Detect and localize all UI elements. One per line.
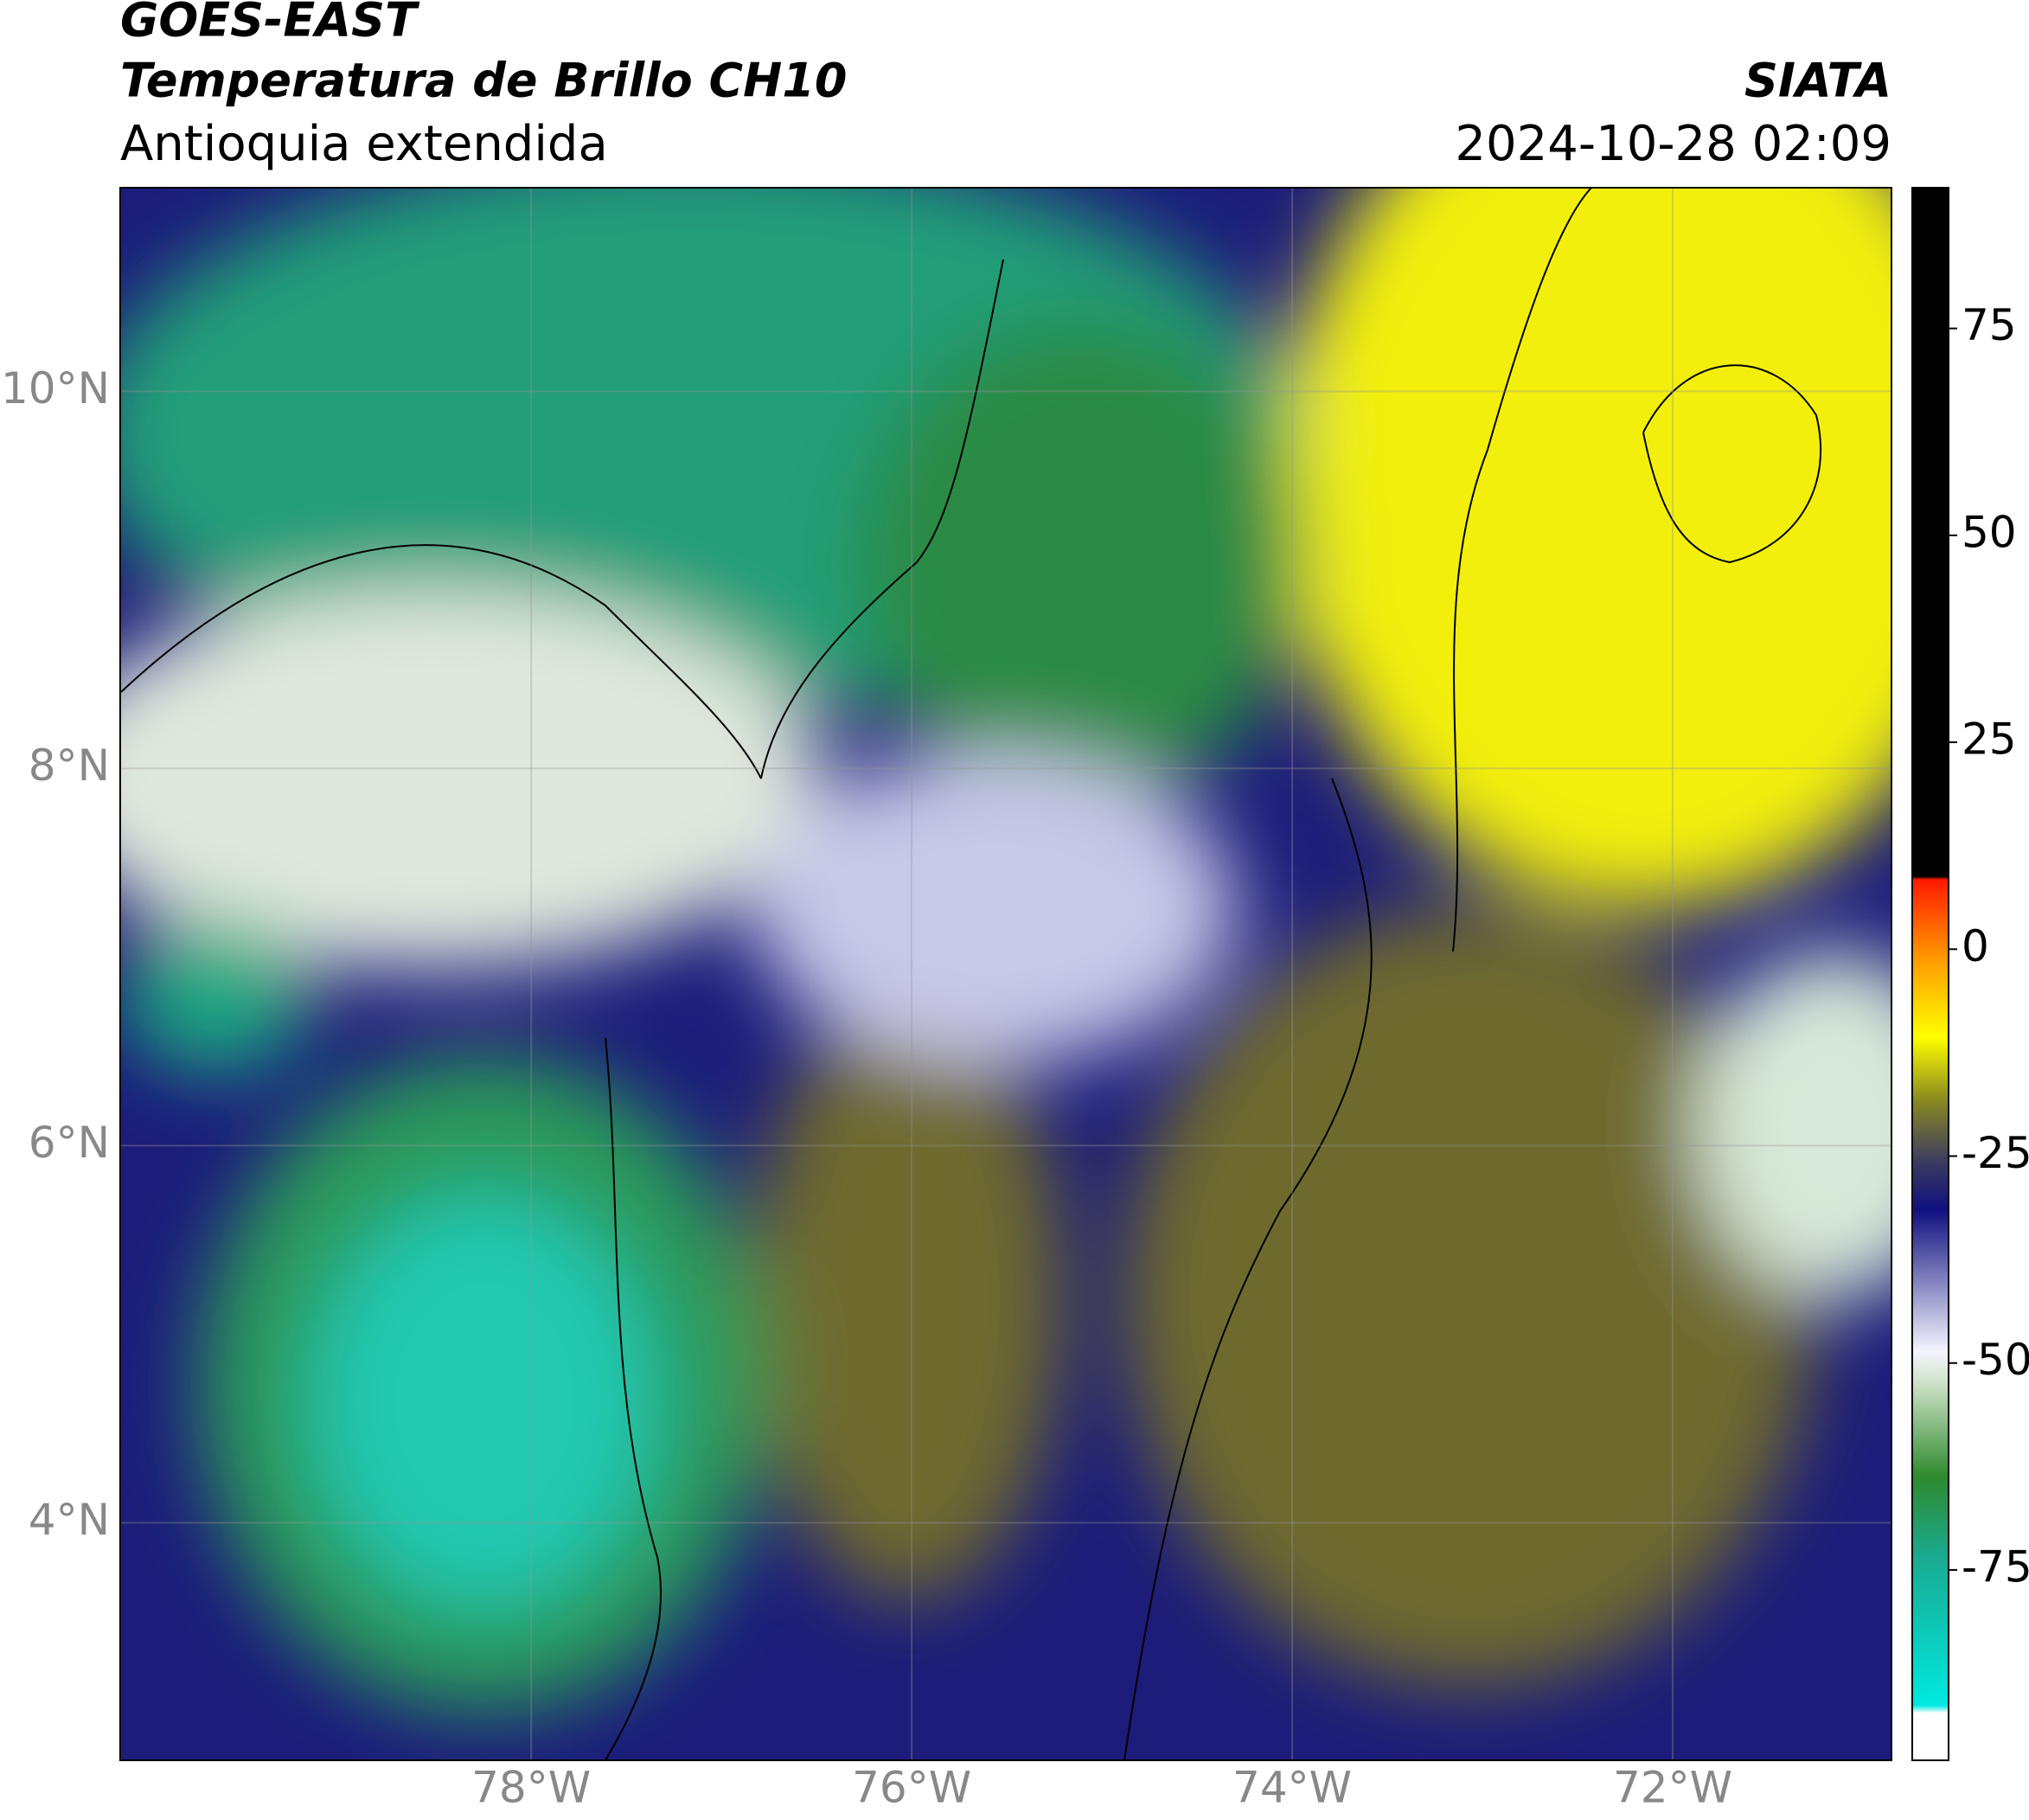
satellite-image bbox=[120, 188, 1891, 1760]
map-frame bbox=[119, 187, 1892, 1761]
x-tick-label: 74°W bbox=[1232, 1763, 1352, 1813]
colorbar-tick-label: 25 bbox=[1962, 715, 2017, 765]
subtitle: Temperatura de Brillo CH10 bbox=[120, 54, 848, 108]
y-tick-label: 4°N bbox=[29, 1495, 110, 1545]
colorbar-tick-label: 50 bbox=[1962, 507, 2017, 557]
y-tick-label: 10°N bbox=[1, 363, 110, 413]
colorbar-tick-label: 75 bbox=[1962, 300, 2017, 350]
region: Antioquia extendida bbox=[120, 116, 608, 172]
colorbar-tick-label: -25 bbox=[1962, 1128, 2029, 1178]
colorbar-tick-label: -50 bbox=[1962, 1335, 2029, 1385]
x-tick-label: 78°W bbox=[471, 1763, 591, 1813]
x-tick-label: 76°W bbox=[852, 1763, 971, 1813]
source: SIATA bbox=[1744, 54, 1891, 108]
title: GOES-EAST bbox=[120, 0, 420, 48]
colorbar-tick-label: -75 bbox=[1962, 1541, 2029, 1592]
x-tick-label: 72°W bbox=[1613, 1763, 1732, 1813]
y-tick-label: 6°N bbox=[29, 1118, 110, 1168]
colorbar bbox=[1911, 187, 1949, 1761]
y-tick-label: 8°N bbox=[29, 740, 110, 791]
datetime: 2024-10-28 02:09 bbox=[1455, 116, 1891, 172]
colorbar-tick-label: 0 bbox=[1962, 921, 1989, 971]
